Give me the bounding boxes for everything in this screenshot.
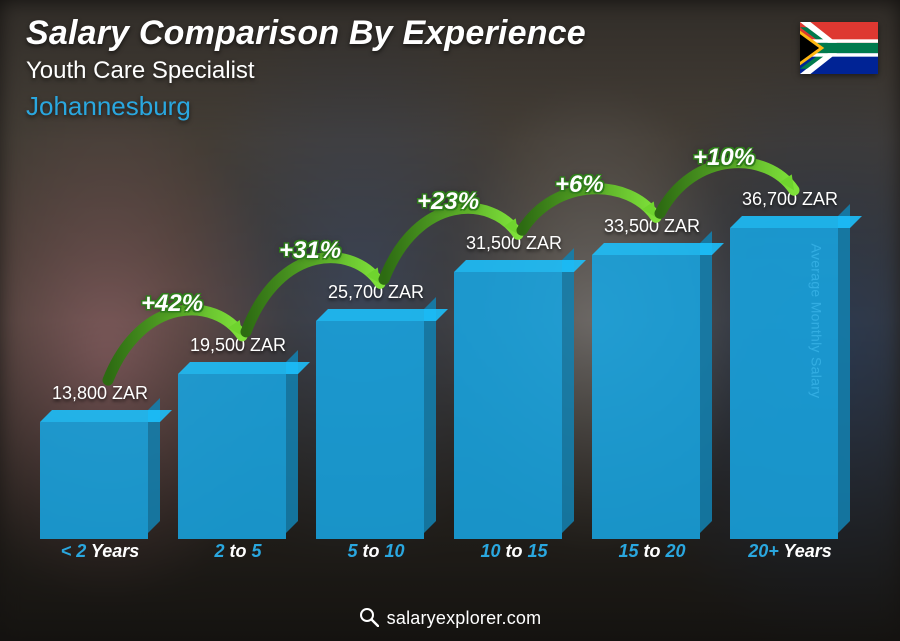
search-icon <box>359 607 379 627</box>
growth-arrow-3 <box>384 208 518 279</box>
growth-arrows <box>40 160 850 567</box>
growth-pct-5: +10% <box>693 144 755 172</box>
growth-pct-1: +42% <box>141 290 203 318</box>
chart-subtitle: Youth Care Specialist <box>26 57 586 85</box>
footer: salaryexplorer.com <box>0 607 900 629</box>
infographic-root: Salary Comparison By Experience Youth Ca… <box>0 0 900 641</box>
footer-text: salaryexplorer.com <box>387 608 542 628</box>
growth-pct-4: +6% <box>555 171 604 199</box>
growth-pct-3: +23% <box>417 188 479 216</box>
bar-chart: 13,800 ZAR19,500 ZAR25,700 ZAR31,500 ZAR… <box>40 160 850 567</box>
title-block: Salary Comparison By Experience Youth Ca… <box>26 14 586 122</box>
chart-location: Johannesburg <box>26 91 586 122</box>
growth-arrow-1 <box>108 310 242 380</box>
chart-title: Salary Comparison By Experience <box>26 14 586 53</box>
growth-pct-2: +31% <box>279 237 341 265</box>
growth-arrow-2 <box>246 258 380 332</box>
flag-south-africa <box>800 22 878 74</box>
